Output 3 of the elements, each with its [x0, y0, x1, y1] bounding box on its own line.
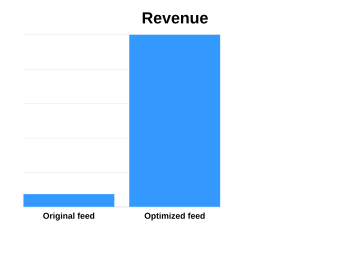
- x-tick-label: Original feed: [43, 212, 94, 221]
- chart-title: Revenue: [142, 12, 208, 24]
- x-tick-label: Optimized feed: [144, 212, 205, 220]
